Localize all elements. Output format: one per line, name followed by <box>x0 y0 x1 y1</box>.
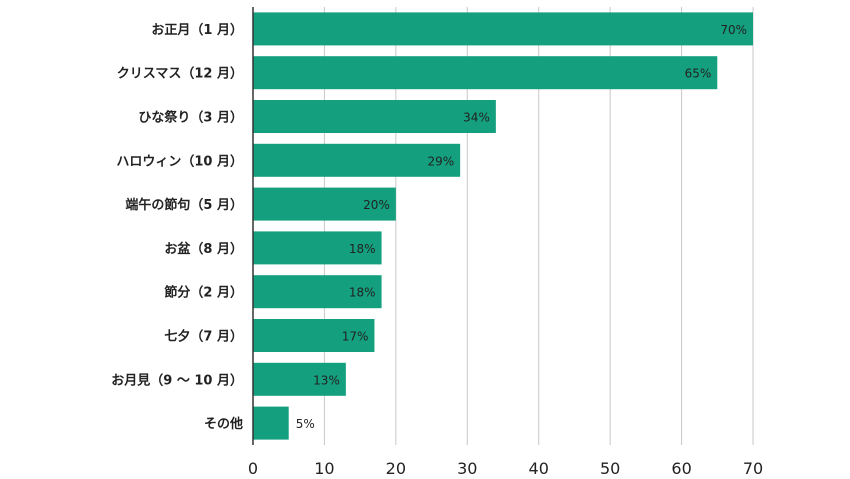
x-tick-label: 50 <box>600 459 620 478</box>
bar <box>253 319 375 352</box>
bar <box>253 187 396 221</box>
category-label: 節分（2 月） <box>164 285 243 301</box>
data-label: 18% <box>349 242 376 256</box>
bar <box>253 406 289 440</box>
bar <box>253 275 382 309</box>
category-label: 端午の節句（5 月） <box>125 197 243 213</box>
data-label: 65% <box>685 67 712 81</box>
data-label: 29% <box>427 154 454 168</box>
category-label: その他 <box>204 416 243 432</box>
category-label: クリスマス（12 月） <box>117 66 243 82</box>
bar <box>253 143 461 177</box>
bars <box>253 12 753 440</box>
category-label: ハロウィン（10 月） <box>116 153 243 169</box>
x-tick-label: 20 <box>386 459 406 478</box>
x-tick-label: 70 <box>743 459 763 478</box>
data-label: 34% <box>463 111 490 125</box>
x-tick-label: 60 <box>671 459 691 478</box>
category-label: お月見（9 ～ 10 月） <box>111 372 243 388</box>
category-labels: お正月（1 月） クリスマス（12 月） ひな祭り（3 月） ハロウィン（10 月） 端… <box>111 22 243 432</box>
x-tick-label: 0 <box>248 459 258 478</box>
category-label: お盆（8 月） <box>164 241 243 257</box>
x-tick-label: 10 <box>314 459 334 478</box>
x-axis-ticks: 0 10 20 30 40 50 60 70 <box>248 459 763 478</box>
bar <box>253 56 718 90</box>
data-label: 5% <box>296 417 315 431</box>
data-label: 70% <box>720 23 747 37</box>
value-labels: 70% 65% 34% 29% 20% 18% 18% 17% 13% 5% <box>296 23 747 431</box>
bar <box>253 100 496 133</box>
data-label: 13% <box>313 373 340 387</box>
category-label: ひな祭り（3 月） <box>138 110 243 126</box>
data-label: 20% <box>363 198 390 212</box>
x-tick-label: 40 <box>529 459 549 478</box>
bar <box>253 12 753 46</box>
category-label: 七夕（7 月） <box>164 329 243 345</box>
category-label: お正月（1 月） <box>151 22 243 38</box>
x-tick-label: 30 <box>457 459 477 478</box>
bar <box>253 231 382 265</box>
data-label: 18% <box>349 286 376 300</box>
bar <box>253 362 346 396</box>
data-label: 17% <box>342 330 369 344</box>
